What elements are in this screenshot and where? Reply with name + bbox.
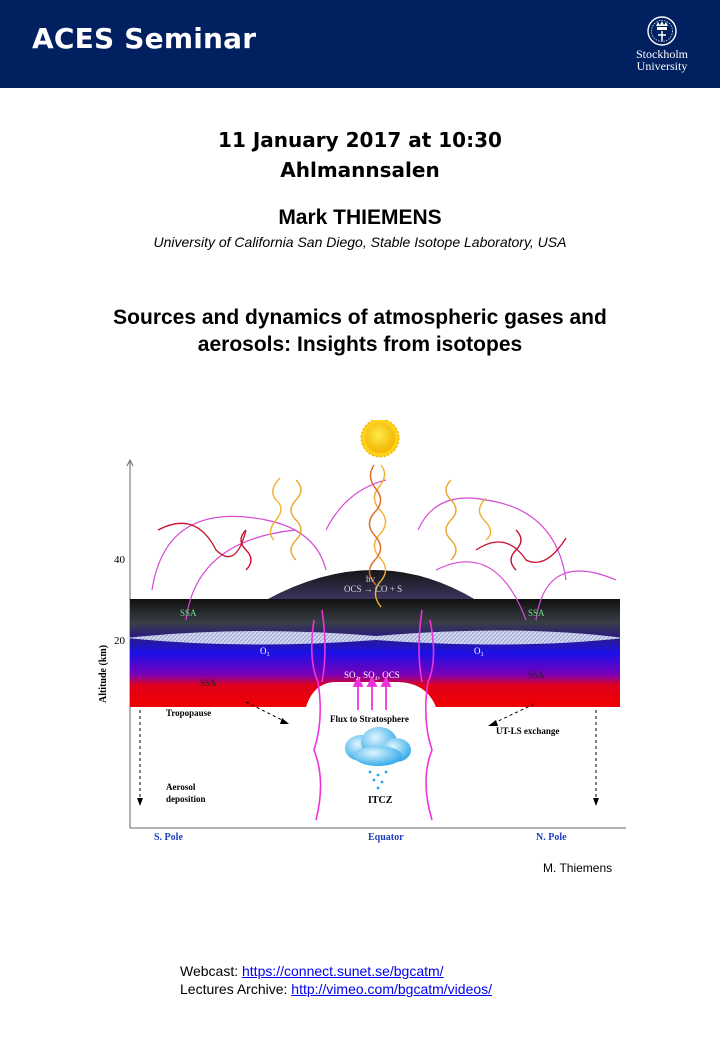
radiation-waves [240, 464, 522, 608]
label-flux: Flux to Stratosphere [330, 714, 409, 724]
label-itcz: ITCZ [368, 795, 393, 806]
figure-credit: M. Thiemens [543, 861, 613, 875]
label-s-pole: S. Pole [154, 832, 183, 843]
talk-title: Sources and dynamics of atmospheric gase… [40, 304, 680, 358]
label-o3-right: O₃ [474, 646, 484, 656]
crown-seal-icon [647, 16, 677, 46]
logo-text-line2: University [636, 59, 688, 73]
label-utls: UT-LS exchange [496, 726, 559, 736]
dashed-arrowheads [137, 718, 599, 806]
speaker-name: Mark THIEMENS [278, 206, 442, 229]
label-ocs-reaction: OCS → CO + S [344, 584, 402, 594]
tick-20: 20 [114, 635, 126, 647]
label-so-species: SO₂, SO₄, OCS [344, 670, 400, 680]
links-block: Webcast: https://connect.sunet.se/bgcatm… [180, 962, 492, 998]
archive-label: Lectures Archive: [180, 981, 292, 997]
talk-title-line2: aerosols: Insights from isotopes [197, 333, 523, 356]
webcast-link[interactable]: https://connect.sunet.se/bgcatm/ [242, 963, 444, 979]
red-transport-curves [157, 522, 567, 564]
cloud-icon [345, 727, 411, 790]
label-ssa-right-low: SSA [528, 670, 545, 680]
sun-icon [360, 420, 400, 458]
header-title: ACES Seminar [32, 22, 257, 55]
atmosphere-diagram: Altitude (km) 40 20 [98, 420, 626, 843]
label-ssa-right-top: SSA [528, 608, 545, 618]
event-datetime: 11 January 2017 at 10:30 [218, 128, 502, 152]
speaker-affiliation: University of California San Diego, Stab… [153, 234, 567, 250]
talk-title-line1: Sources and dynamics of atmospheric gase… [113, 306, 607, 329]
dashed-arrows [139, 701, 597, 800]
label-aerosol-2: deposition [166, 794, 206, 804]
equatorial-column [310, 609, 435, 821]
archive-line: Lectures Archive: http://vimeo.com/bgcat… [180, 980, 492, 998]
stratosphere-dome [266, 570, 476, 600]
webcast-line: Webcast: https://connect.sunet.se/bgcatm… [180, 962, 492, 980]
tick-40: 40 [114, 554, 126, 566]
logo-text-line1: Stockholm [635, 47, 688, 61]
transport-curves [151, 479, 617, 621]
y-axis-label: Altitude (km) [98, 645, 109, 703]
label-tropopause: Tropopause [166, 708, 211, 718]
label-ssa-left-low: SSA [200, 678, 217, 688]
university-logo: Stockholm University [622, 14, 702, 80]
ozone-band [126, 630, 624, 645]
archive-link[interactable]: http://vimeo.com/bgcatm/videos/ [291, 981, 493, 997]
label-o3-left: O₃ [260, 646, 270, 656]
header-banner: ACES Seminar Stockholm University [0, 0, 720, 88]
label-hv: hv [366, 574, 376, 584]
webcast-label: Webcast: [180, 963, 242, 979]
label-aerosol-1: Aerosol [166, 782, 196, 792]
atmosphere-layers [130, 599, 620, 707]
event-venue: Ahlmannsalen [280, 158, 440, 182]
label-equator: Equator [368, 832, 404, 843]
label-n-pole: N. Pole [536, 832, 567, 843]
flux-arrows [352, 675, 392, 710]
label-ssa-left-top: SSA [180, 608, 197, 618]
